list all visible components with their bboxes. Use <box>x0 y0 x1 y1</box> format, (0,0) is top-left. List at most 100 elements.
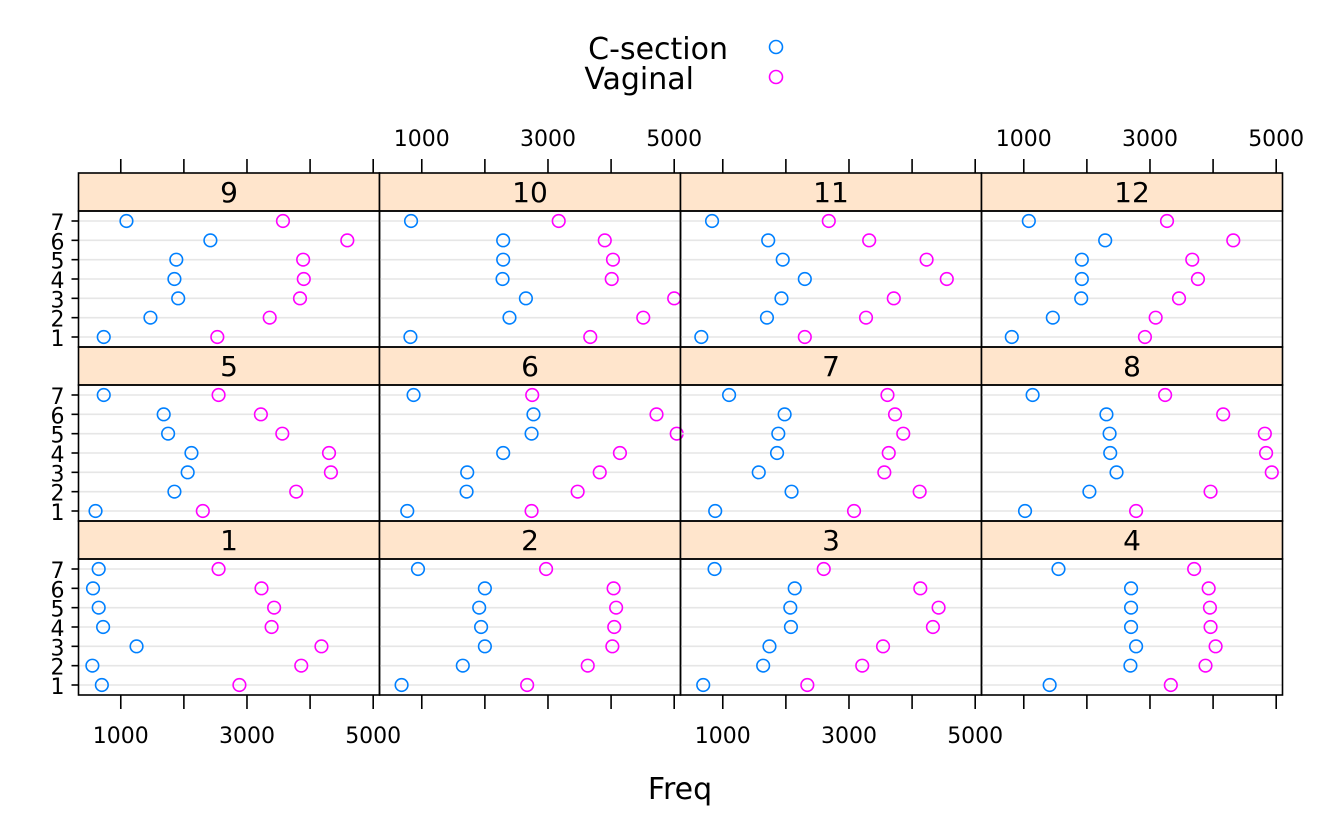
y-tick-label: 3 <box>51 636 65 661</box>
point-c-section-level-5 <box>524 426 539 441</box>
panel-strip-label: 4 <box>1123 524 1141 557</box>
point-vaginal-level-5 <box>1257 426 1272 441</box>
point-vaginal-level-7 <box>551 213 566 229</box>
point-c-section-level-5 <box>783 600 798 615</box>
point-c-section-level-6 <box>1123 581 1139 596</box>
point-c-section-level-2 <box>1082 484 1097 499</box>
panels: 1 2 3 45 6 7 89 10 11 12 <box>77 172 1284 696</box>
panel-strip <box>679 520 983 560</box>
y-tick-label: 3 <box>51 288 65 313</box>
panel-strip <box>77 520 381 560</box>
point-c-section-level-2 <box>459 484 474 499</box>
point-c-section-level-1 <box>400 503 415 519</box>
point-c-section-level-1 <box>94 677 109 693</box>
point-c-section-level-3 <box>518 291 533 306</box>
legend-symbol-vaginal <box>768 69 784 85</box>
point-vaginal-level-1 <box>195 503 210 519</box>
point-vaginal-level-4 <box>1258 445 1274 461</box>
panel-strip-label: 2 <box>521 524 539 557</box>
point-c-section-level-6 <box>156 407 171 422</box>
point-vaginal-level-2 <box>294 658 309 673</box>
point-c-section-level-2 <box>167 484 182 499</box>
x-tick-label-bottom: 5000 <box>345 724 401 749</box>
point-c-section-level-5 <box>472 600 487 615</box>
point-vaginal-level-6 <box>340 233 355 248</box>
point-vaginal-level-3 <box>877 465 892 480</box>
point-vaginal-level-5 <box>267 600 282 615</box>
point-c-section-level-3 <box>762 639 777 654</box>
point-vaginal-level-2 <box>855 658 870 673</box>
point-c-section-level-6 <box>526 407 541 422</box>
point-vaginal-level-3 <box>292 291 308 306</box>
point-c-section-level-5 <box>775 252 790 267</box>
x-tick-label-bottom: 1000 <box>93 724 149 749</box>
panel-8: 8 <box>980 346 1284 522</box>
panel-6: 6 <box>378 346 684 522</box>
point-c-section-level-5 <box>161 426 176 441</box>
point-c-section-level-5 <box>1074 252 1089 267</box>
point-vaginal-level-2 <box>912 484 927 499</box>
point-c-section-level-5 <box>771 426 786 441</box>
legend-label-vaginal: Vaginal <box>584 62 694 97</box>
point-c-section-level-4 <box>1123 619 1139 635</box>
point-vaginal-level-5 <box>1185 252 1200 267</box>
point-c-section-level-6 <box>787 581 802 596</box>
x-tick-label-top: 5000 <box>646 127 702 152</box>
point-vaginal-level-2 <box>570 484 585 499</box>
point-vaginal-level-4 <box>607 619 622 635</box>
point-c-section-level-7 <box>704 213 720 229</box>
panel-strip <box>980 520 1284 560</box>
point-vaginal-level-2 <box>262 310 277 325</box>
panel-strip <box>980 346 1284 386</box>
point-c-section-level-1 <box>708 503 723 519</box>
point-c-section-level-2 <box>502 310 517 325</box>
point-vaginal-level-1 <box>232 677 247 693</box>
panel-strip-label: 12 <box>1114 176 1150 209</box>
point-c-section-level-3 <box>171 291 186 306</box>
y-tick-label: 4 <box>51 269 65 294</box>
point-c-section-level-4 <box>184 445 199 461</box>
point-c-section-level-4 <box>96 619 111 635</box>
x-tick-label-top: 1000 <box>394 127 450 152</box>
y-tick-label: 2 <box>51 656 65 681</box>
x-tick-label-top: 1000 <box>996 127 1052 152</box>
point-c-section-level-4 <box>1103 445 1118 461</box>
point-vaginal-level-2 <box>580 658 595 673</box>
point-vaginal-level-5 <box>896 426 911 441</box>
x-tick-label-bottom: 3000 <box>821 724 877 749</box>
x-tick-label-top: 5000 <box>1248 127 1304 152</box>
point-vaginal-level-5 <box>275 426 290 441</box>
point-c-section-level-5 <box>169 252 184 267</box>
point-c-section-level-2 <box>759 310 775 325</box>
panel-2: 2 <box>378 520 682 696</box>
point-vaginal-level-2 <box>636 310 651 325</box>
legend-label-c-section: C-section <box>588 32 728 67</box>
point-vaginal-level-5 <box>931 600 946 615</box>
point-vaginal-level-5 <box>1202 600 1218 615</box>
point-vaginal-level-6 <box>253 407 268 422</box>
point-c-section-level-5 <box>1102 426 1117 441</box>
point-vaginal-level-2 <box>1148 310 1163 325</box>
legend-symbol-c-section <box>768 39 784 55</box>
y-tick-label: 2 <box>51 308 65 333</box>
point-c-section-level-1 <box>394 677 409 693</box>
point-c-section-level-4 <box>167 271 182 287</box>
point-vaginal-level-3 <box>1264 465 1279 480</box>
point-c-section-level-2 <box>1045 310 1060 325</box>
point-c-section-level-3 <box>460 465 475 480</box>
y-tick-label: 5 <box>51 250 65 275</box>
y-tick-label: 2 <box>51 482 65 507</box>
point-vaginal-level-1 <box>1129 503 1144 519</box>
point-c-section-level-6 <box>761 233 776 248</box>
point-vaginal-level-1 <box>1163 677 1178 693</box>
point-c-section-level-1 <box>96 329 111 345</box>
point-c-section-level-6 <box>85 581 101 596</box>
point-vaginal-level-3 <box>323 465 339 480</box>
point-c-section-level-7 <box>707 561 722 577</box>
x-tick-label-bottom: 1000 <box>695 724 751 749</box>
point-vaginal-level-2 <box>1198 658 1213 673</box>
point-vaginal-level-3 <box>1171 291 1187 306</box>
point-c-section-level-6 <box>1099 407 1114 422</box>
